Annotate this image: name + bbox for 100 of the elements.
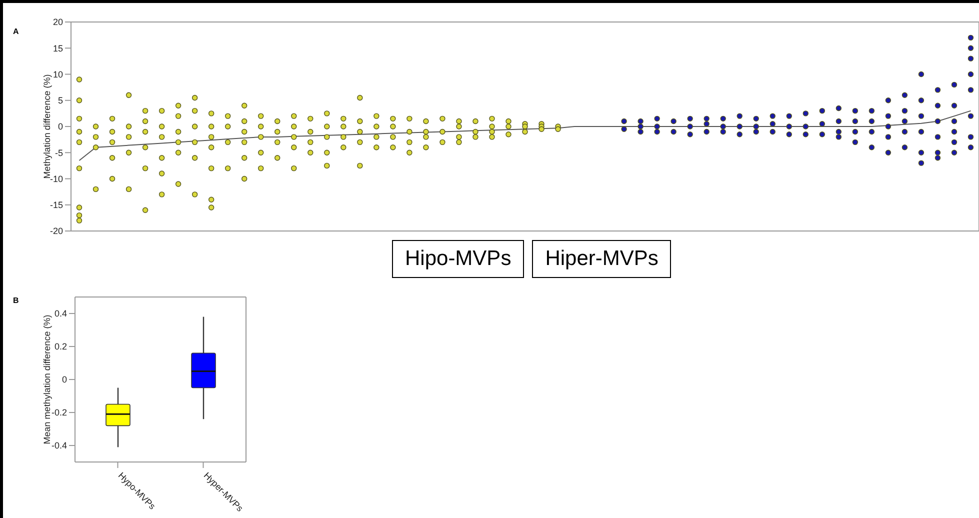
point	[374, 144, 380, 150]
point	[126, 150, 132, 156]
point	[819, 131, 826, 138]
point	[456, 124, 462, 130]
point	[918, 71, 924, 78]
point	[291, 124, 297, 130]
y-tick-label: 0.4	[54, 308, 67, 319]
point	[902, 144, 908, 150]
point	[852, 118, 858, 124]
point	[753, 128, 759, 135]
y-axis-title: Methylation difference (%)	[42, 74, 52, 179]
point	[522, 124, 528, 130]
point	[374, 134, 380, 140]
y-tick-label: -20	[50, 226, 63, 236]
point	[934, 87, 941, 93]
point	[258, 124, 264, 130]
point	[142, 144, 148, 150]
point	[142, 128, 148, 135]
point	[374, 124, 380, 130]
point	[951, 82, 958, 88]
point	[208, 204, 214, 210]
line-series	[78, 110, 972, 161]
point	[802, 124, 809, 130]
point	[92, 144, 99, 150]
point	[109, 128, 116, 135]
point	[968, 45, 974, 51]
point	[192, 94, 198, 101]
point	[258, 165, 264, 172]
point	[770, 113, 776, 119]
point	[885, 113, 892, 119]
point	[76, 116, 82, 122]
point	[308, 116, 314, 122]
point	[968, 71, 974, 78]
point	[538, 126, 544, 132]
point	[291, 113, 297, 119]
point	[934, 155, 941, 161]
point	[654, 128, 660, 135]
point	[852, 139, 858, 146]
point	[390, 144, 396, 150]
point	[324, 110, 330, 116]
y-tick-label: 5	[58, 96, 63, 106]
point	[472, 128, 478, 135]
point	[819, 121, 826, 127]
point	[158, 108, 165, 114]
point	[324, 150, 330, 156]
point	[885, 124, 892, 130]
point	[736, 131, 742, 138]
point	[819, 108, 826, 114]
point	[142, 165, 148, 172]
point	[638, 118, 644, 124]
point	[951, 139, 958, 146]
point	[357, 128, 363, 135]
point	[704, 121, 710, 127]
point	[374, 113, 380, 119]
point	[918, 128, 924, 135]
point	[241, 128, 248, 135]
point	[291, 134, 297, 140]
point	[126, 124, 132, 130]
point	[440, 116, 446, 122]
text: A	[13, 27, 19, 36]
point	[902, 118, 908, 124]
point	[92, 124, 99, 130]
point	[224, 124, 231, 130]
point	[555, 126, 561, 132]
point	[224, 165, 231, 172]
y-tick-label: -5	[54, 148, 63, 158]
point	[158, 155, 165, 161]
point	[720, 128, 726, 135]
point	[506, 118, 512, 124]
point	[241, 102, 248, 108]
point	[868, 108, 875, 114]
y-tick-label: -0.2	[51, 408, 67, 418]
chart-title: B	[13, 296, 19, 305]
point	[291, 165, 297, 172]
point	[770, 128, 776, 135]
point	[934, 118, 941, 124]
point	[241, 155, 248, 161]
point	[126, 92, 132, 98]
point	[902, 128, 908, 135]
point	[704, 116, 710, 122]
point	[522, 128, 528, 135]
point	[308, 128, 314, 135]
y-tick-label: -0.4	[51, 440, 67, 451]
point	[670, 118, 676, 124]
point	[968, 113, 974, 119]
point	[621, 118, 627, 124]
point	[902, 108, 908, 114]
point	[208, 165, 214, 172]
point	[357, 162, 363, 169]
point	[489, 124, 495, 130]
point	[868, 128, 875, 135]
point	[687, 116, 693, 122]
point	[76, 218, 82, 224]
point	[951, 118, 958, 124]
y-tick-label: 0	[62, 374, 67, 385]
point	[638, 124, 644, 130]
point	[274, 139, 280, 146]
point	[836, 134, 842, 140]
point	[802, 131, 809, 138]
point	[968, 56, 974, 62]
